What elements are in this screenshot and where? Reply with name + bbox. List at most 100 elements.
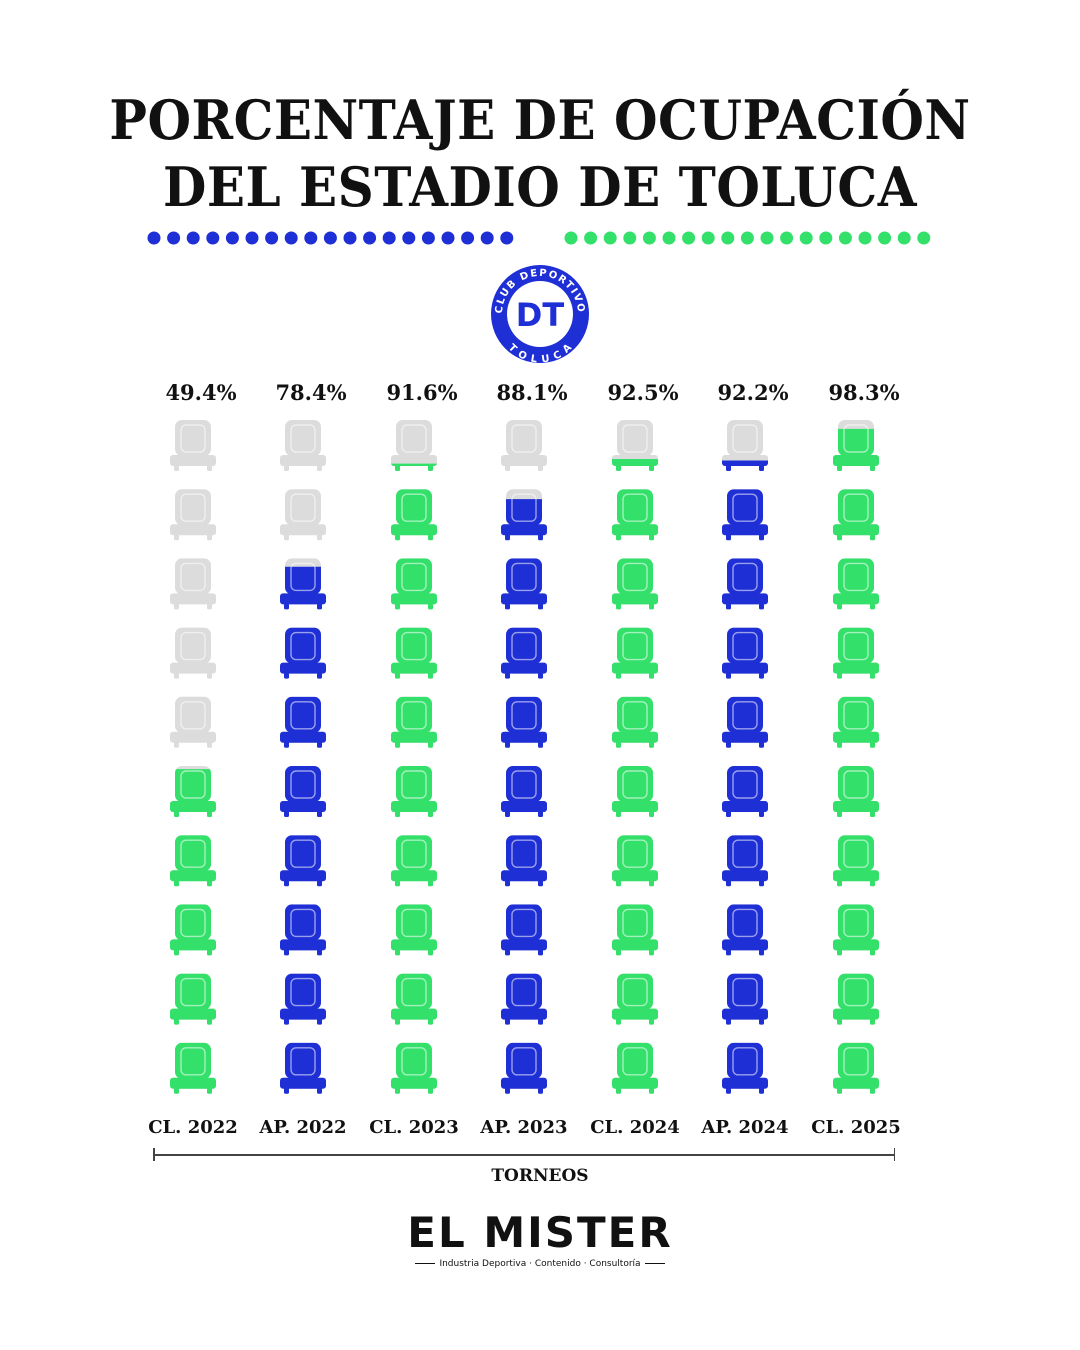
seat-icon [612, 835, 658, 887]
seat-back-inset [290, 493, 316, 522]
divider-dot-blue [284, 231, 298, 245]
seat-back-inset [180, 493, 206, 522]
seat-fill [833, 428, 879, 471]
seat-back [506, 1042, 542, 1079]
seat-back-inset [622, 977, 648, 1007]
seat-back-inset [180, 701, 206, 730]
seat-leg [649, 880, 654, 887]
seat-back [175, 1042, 211, 1079]
seat-fill [833, 696, 879, 748]
seat-icon [612, 1042, 658, 1094]
divider-dot-green [662, 231, 676, 245]
seat-fill [170, 904, 216, 956]
x-axis-bracket [153, 1148, 895, 1162]
divider-dot-green [858, 231, 872, 245]
seat-base [612, 801, 658, 812]
seat-back-inset [732, 631, 758, 661]
seat-back-inset [622, 562, 648, 592]
seat-icon [501, 627, 547, 679]
seat-leg [284, 811, 289, 817]
seat-leg [317, 603, 322, 610]
seat-base [391, 1077, 437, 1089]
seat-leg [759, 1087, 764, 1094]
seat-icon [722, 627, 768, 679]
seat-back [727, 973, 763, 1010]
seat-icon [833, 696, 879, 748]
divider-dot-green [897, 231, 911, 245]
seat-leg [759, 672, 764, 679]
toluca-logo: CLUB DEPORTIVO T O L U C A DT [491, 265, 589, 366]
seat-fill [722, 696, 768, 748]
seat-leg [207, 811, 212, 817]
seat-icon [612, 489, 658, 541]
seat-base [833, 939, 879, 951]
seat-back-inset [511, 631, 537, 661]
seat-icon [501, 973, 547, 1025]
divider-dot-green [564, 231, 578, 245]
divider-dot-blue [363, 231, 377, 245]
seat-back-inset [843, 493, 869, 522]
seat-leg [174, 949, 179, 956]
seat-leg [505, 811, 510, 817]
divider-dot-blue [343, 231, 357, 245]
seat-icon [170, 558, 216, 610]
seat-fill [722, 904, 768, 956]
seat-fill [280, 766, 326, 817]
seat-fill [170, 973, 216, 1025]
seat-base [280, 939, 326, 951]
seat-base [722, 524, 768, 536]
seat-base [612, 524, 658, 536]
seat-icon [170, 627, 216, 679]
seat-base [833, 455, 879, 466]
seat-leg [395, 949, 400, 956]
seat-fill [833, 766, 879, 817]
seat-back-inset [843, 977, 869, 1007]
seat-icon [612, 766, 658, 817]
seat-fill [833, 973, 879, 1025]
seat-leg [759, 949, 764, 956]
seat-back [396, 489, 432, 526]
seat-icon [833, 766, 879, 817]
seat-icon [833, 558, 879, 610]
seat-icon [501, 489, 547, 541]
seat-back [175, 420, 211, 456]
seat-leg [395, 1018, 400, 1025]
seat-back [727, 489, 763, 526]
seat-icon [391, 766, 437, 817]
seat-base [391, 939, 437, 951]
seat-leg [317, 534, 322, 541]
seat-leg [284, 465, 289, 471]
seat-base [833, 1008, 879, 1020]
seat-base [722, 662, 768, 674]
seat-back [175, 769, 211, 802]
seat-back [396, 835, 432, 872]
seat-back [285, 420, 321, 456]
seat-back-inset [732, 977, 758, 1007]
seat-back-inset [401, 770, 427, 799]
seat-back-inset [511, 1047, 537, 1076]
seat-base [170, 593, 216, 605]
seat-base [501, 939, 547, 951]
seat-icon [170, 904, 216, 956]
seat-leg [726, 603, 731, 610]
seat-back [396, 1042, 432, 1079]
seat-base [280, 731, 326, 743]
seat-leg [616, 534, 621, 541]
seat-base [612, 870, 658, 882]
seat-back [617, 558, 653, 595]
seat-back-inset [180, 424, 206, 453]
seat-leg [428, 534, 433, 541]
seat-leg [207, 880, 212, 887]
seat-icon [280, 420, 326, 471]
seat-fill [612, 558, 658, 610]
seat-back [838, 428, 874, 456]
seat-leg [317, 880, 322, 887]
seat-fill [722, 558, 768, 610]
seat-back [838, 489, 874, 526]
seat-back-inset [732, 424, 758, 453]
seat-leg [870, 465, 875, 471]
seat-back [285, 766, 321, 802]
seat-back-inset [290, 1047, 316, 1076]
seat-leg [284, 1087, 289, 1094]
seat-leg [395, 534, 400, 541]
